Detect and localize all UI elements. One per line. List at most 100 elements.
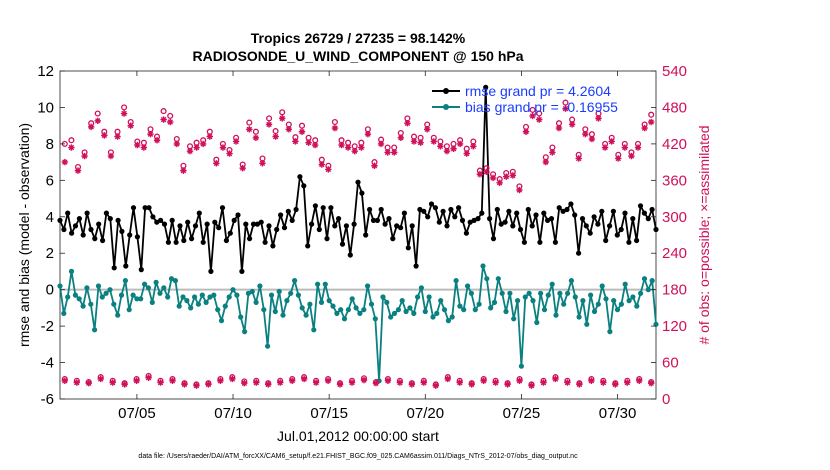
rmse-point: [603, 237, 609, 244]
obs-possible-marker: [121, 104, 128, 111]
x-tick-label: 07/25: [503, 405, 541, 422]
rmse-point: [614, 232, 620, 238]
rmse-point: [219, 205, 226, 211]
rmse-point: [355, 179, 361, 185]
bias-point: [641, 276, 648, 282]
rmse-point: [487, 216, 493, 222]
bias-point: [572, 294, 578, 300]
obs-assimilated-marker: [285, 126, 293, 133]
rmse-point: [564, 206, 570, 213]
rmse-point: [165, 239, 171, 245]
rmse-point: [115, 217, 121, 223]
rmse-point: [107, 216, 113, 222]
rmse-point: [545, 217, 551, 223]
obs-possible-marker: [331, 118, 338, 126]
rmse-point: [65, 210, 71, 216]
obs-assimilated-marker: [555, 124, 563, 132]
obs-assimilated-marker: [61, 158, 69, 166]
rmse-point: [169, 217, 175, 223]
obs-assimilated-low-marker: [516, 377, 523, 384]
rmse-point: [57, 217, 63, 223]
obs-assimilated-marker: [503, 173, 510, 180]
obs-assimilated-marker: [167, 118, 174, 126]
bias-point: [153, 279, 159, 285]
y-tick-left-label: 6: [46, 172, 54, 189]
obs-assimilated-marker: [621, 144, 629, 151]
y-tick-right-label: 360: [662, 172, 687, 189]
rmse-point: [158, 217, 164, 223]
obs-assimilated-low-marker: [348, 379, 356, 386]
obs-assimilated-marker: [588, 135, 596, 143]
bias-point: [176, 303, 182, 309]
obs-possible-marker: [529, 106, 536, 113]
rmse-point: [320, 205, 326, 211]
rmse-point: [649, 206, 655, 213]
bias-point: [607, 329, 613, 335]
bias-point: [195, 301, 201, 307]
bias-point: [242, 329, 248, 335]
rmse-point: [483, 84, 489, 90]
rmse-point: [76, 216, 82, 222]
bias-point: [415, 294, 421, 300]
obs-possible-marker: [246, 119, 253, 126]
obs-assimilated-marker: [476, 171, 484, 178]
bias-point: [545, 292, 551, 298]
obs-assimilated-marker: [206, 133, 213, 140]
obs-assimilated-low-marker: [169, 377, 176, 384]
obs-assimilated-low-marker: [61, 377, 69, 384]
rmse-point: [231, 217, 237, 223]
rmse-point: [359, 190, 365, 196]
obs-assimilated-low-marker: [624, 379, 631, 386]
bias-point: [465, 283, 471, 289]
rmse-point: [409, 223, 415, 229]
bias-point: [107, 287, 113, 293]
rmse-point: [223, 237, 229, 244]
obs-assimilated-low-marker: [312, 379, 320, 386]
data-file-footer: data file: /Users/raeder/DAI/ATM_forcXX/…: [138, 453, 578, 460]
rmse-point: [432, 205, 438, 211]
obs-possible-marker: [94, 110, 101, 117]
rmse-point: [452, 214, 458, 220]
obs-assimilated-low-marker: [253, 379, 260, 386]
obs-assimilated-marker: [601, 144, 609, 151]
rmse-point: [517, 226, 524, 233]
bias-point: [230, 287, 236, 293]
obs-assimilated-low-marker: [480, 377, 487, 384]
bias-point: [522, 294, 528, 300]
bias-point: [238, 314, 244, 320]
obs-assimilated-marker: [87, 123, 95, 131]
obs-assimilated-low-marker: [372, 380, 380, 387]
rmse-point: [127, 232, 133, 238]
rmse-point: [645, 216, 651, 222]
bias-point: [653, 321, 659, 327]
bias-point: [453, 278, 459, 284]
obs-assimilated-marker: [160, 116, 167, 123]
rmse-point: [618, 226, 624, 233]
rmse-point: [390, 236, 396, 242]
bias-point: [218, 318, 225, 324]
bias-point: [426, 294, 432, 300]
obs-assimilated-marker: [272, 133, 279, 140]
rmse-point: [529, 223, 535, 229]
y-axis-left-ticks: -6 -4 -2 0 2 4 6 8 10 12: [37, 63, 65, 408]
obs-assimilated-low-marker: [241, 380, 248, 387]
obs-assimilated-low-marker: [384, 377, 392, 384]
rmse-point: [212, 219, 218, 225]
rmse-point: [490, 236, 497, 242]
bias-point: [614, 307, 621, 313]
rmse-point: [189, 236, 195, 242]
rmse-point: [382, 221, 388, 227]
rmse-point: [471, 217, 477, 223]
rmse-point: [444, 223, 450, 229]
y-tick-right-label: 180: [662, 282, 687, 299]
obs-possible-marker: [298, 122, 306, 129]
bias-point: [245, 290, 251, 296]
rmse-point: [525, 206, 531, 213]
rmse-point: [274, 226, 280, 233]
rmse-point: [548, 216, 555, 222]
bias-point: [499, 290, 505, 296]
obs-possible-marker: [279, 109, 286, 116]
bias-point: [92, 327, 98, 333]
obs-assimilated-marker: [259, 160, 266, 167]
y-tick-right-label: 240: [662, 245, 687, 262]
